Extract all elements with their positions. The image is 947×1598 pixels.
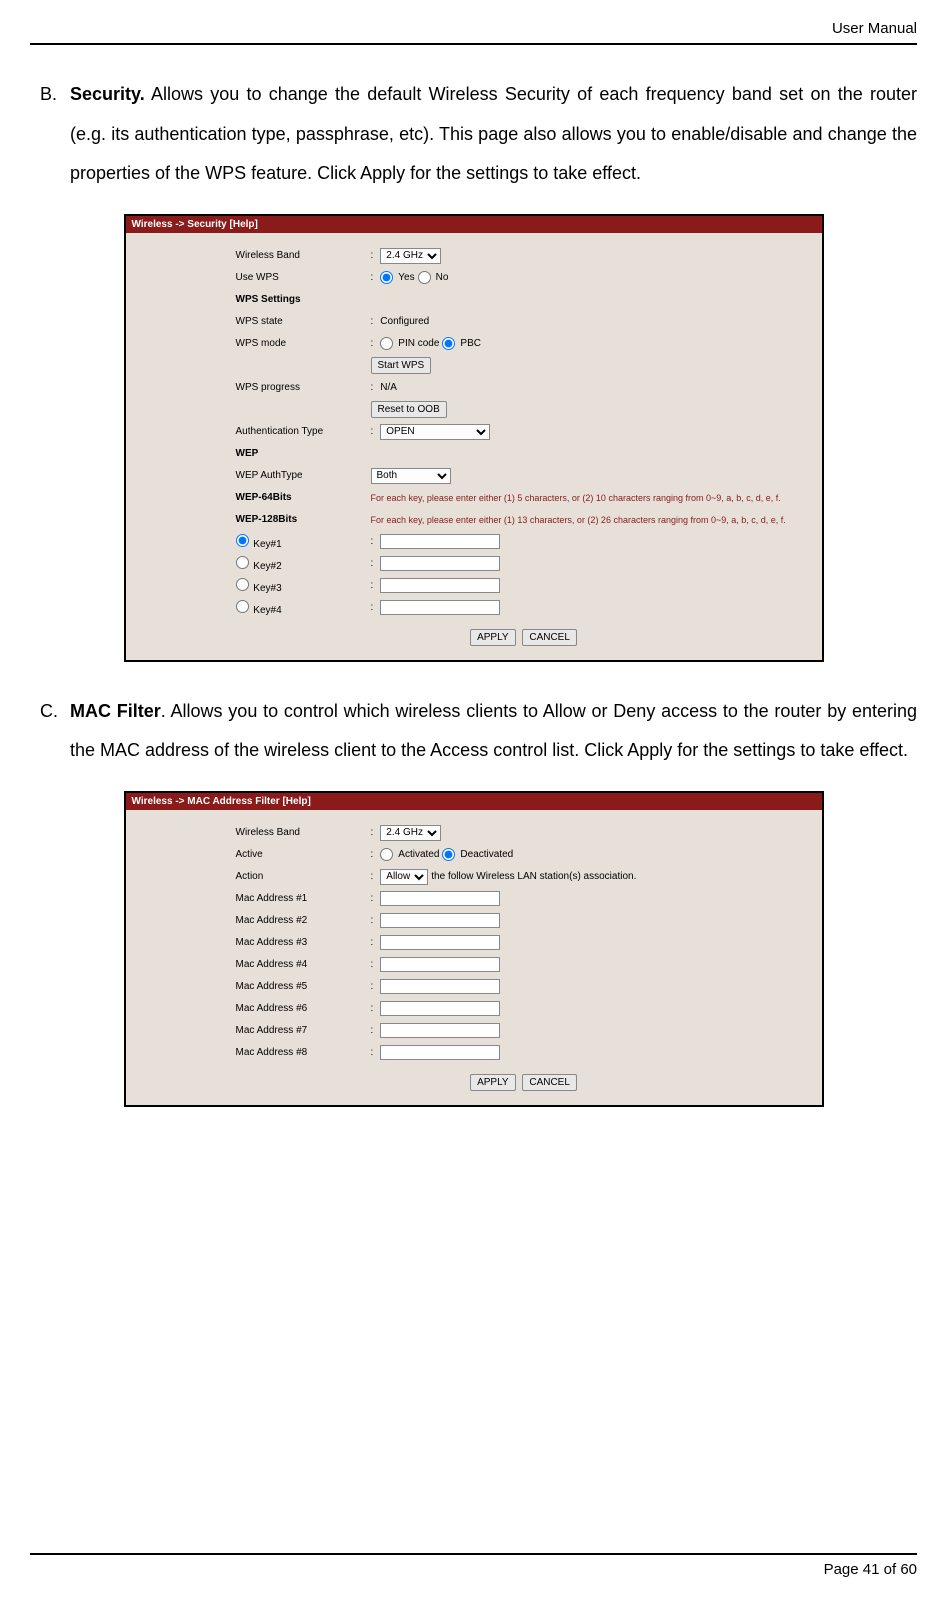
doc-title: User Manual <box>832 20 917 37</box>
key2-radio[interactable] <box>236 556 249 569</box>
section-c-body: MAC Filter. Allows you to control which … <box>70 692 917 771</box>
mf-apply-button[interactable]: APPLY <box>470 1074 516 1091</box>
wep-authtype-label: WEP AuthType <box>236 470 371 481</box>
mac3-label: Mac Address #3 <box>236 937 371 948</box>
security-panel-header: Wireless -> Security [Help] <box>126 216 822 233</box>
wep128-label: WEP-128Bits <box>236 514 371 525</box>
mac4-input[interactable] <box>380 957 500 972</box>
mac2-label: Mac Address #2 <box>236 915 371 926</box>
section-b-body: Security. Allows you to change the defau… <box>70 75 917 194</box>
key3-input[interactable] <box>380 578 500 593</box>
page-total: 60 <box>900 1561 917 1578</box>
use-wps-no-radio[interactable] <box>418 271 431 284</box>
mac6-label: Mac Address #6 <box>236 1003 371 1014</box>
wps-mode-pin-radio[interactable] <box>380 337 393 350</box>
macfilter-panel: Wireless -> MAC Address Filter [Help] Wi… <box>124 791 824 1107</box>
macfilter-breadcrumb: Wireless -> MAC Address Filter [Help] <box>132 796 311 807</box>
section-b: B. Security. Allows you to change the de… <box>30 75 917 194</box>
security-panel: Wireless -> Security [Help] Wireless Ban… <box>124 214 824 662</box>
mac5-label: Mac Address #5 <box>236 981 371 992</box>
section-c-text: . Allows you to control which wireless c… <box>70 701 917 761</box>
wep64-hint: For each key, please enter either (1) 5 … <box>371 493 781 503</box>
mf-activated-radio[interactable] <box>380 848 393 861</box>
page-current: 41 <box>863 1561 880 1578</box>
mf-deactivated-text: Deactivated <box>460 849 513 860</box>
key3-radio[interactable] <box>236 578 249 591</box>
key3-label: Key#3 <box>253 583 281 594</box>
wps-mode-pbc-text: PBC <box>460 338 481 349</box>
page-footer: Page 41 of 60 <box>30 1553 917 1578</box>
security-breadcrumb: Wireless -> Security [Help] <box>132 219 258 230</box>
mac1-label: Mac Address #1 <box>236 893 371 904</box>
wps-progress-value: N/A <box>380 382 397 393</box>
auth-type-label: Authentication Type <box>236 426 371 437</box>
wps-state-label: WPS state <box>236 316 371 327</box>
section-b-marker: B. <box>30 75 70 194</box>
auth-type-select[interactable]: OPEN <box>380 424 490 440</box>
mac3-input[interactable] <box>380 935 500 950</box>
use-wps-label: Use WPS <box>236 272 371 283</box>
mf-action-label: Action <box>236 871 371 882</box>
mf-active-label: Active <box>236 849 371 860</box>
mf-action-select[interactable]: Allow <box>380 869 428 885</box>
page: User Manual B. Security. Allows you to c… <box>0 0 947 1598</box>
wps-mode-pbc-radio[interactable] <box>442 337 455 350</box>
wps-settings-heading: WPS Settings <box>236 294 371 305</box>
key1-label: Key#1 <box>253 539 281 550</box>
mac8-label: Mac Address #8 <box>236 1047 371 1058</box>
section-b-title: Security. <box>70 84 145 104</box>
mac2-input[interactable] <box>380 913 500 928</box>
key4-label: Key#4 <box>253 605 281 616</box>
section-b-text: Allows you to change the default Wireles… <box>70 84 917 183</box>
security-cancel-button[interactable]: CANCEL <box>522 629 577 646</box>
section-c-title: MAC Filter <box>70 701 161 721</box>
mf-wireless-band-label: Wireless Band <box>236 827 371 838</box>
mac6-input[interactable] <box>380 1001 500 1016</box>
key1-input[interactable] <box>380 534 500 549</box>
mac7-input[interactable] <box>380 1023 500 1038</box>
key4-input[interactable] <box>380 600 500 615</box>
mf-wireless-band-select[interactable]: 2.4 GHz <box>380 825 441 841</box>
key4-radio[interactable] <box>236 600 249 613</box>
wep-heading: WEP <box>236 448 371 459</box>
wps-mode-pin-text: PIN code <box>398 338 439 349</box>
section-c: C. MAC Filter. Allows you to control whi… <box>30 692 917 771</box>
wep-authtype-select[interactable]: Both <box>371 468 451 484</box>
use-wps-yes-text: Yes <box>398 272 414 283</box>
wireless-band-label: Wireless Band <box>236 250 371 261</box>
wps-mode-label: WPS mode <box>236 338 371 349</box>
wep128-hint: For each key, please enter either (1) 13… <box>371 515 786 525</box>
key2-label: Key#2 <box>253 561 281 572</box>
wps-state-value: Configured <box>380 316 429 327</box>
macfilter-panel-body: Wireless Band : 2.4 GHz Active : Activat… <box>126 810 822 1105</box>
mac7-label: Mac Address #7 <box>236 1025 371 1036</box>
mac8-input[interactable] <box>380 1045 500 1060</box>
mf-action-suffix: the follow Wireless LAN station(s) assoc… <box>431 871 636 882</box>
wep64-label: WEP-64Bits <box>236 492 371 503</box>
mf-cancel-button[interactable]: CANCEL <box>522 1074 577 1091</box>
mac5-input[interactable] <box>380 979 500 994</box>
security-apply-button[interactable]: APPLY <box>470 629 516 646</box>
doc-header: User Manual <box>30 20 917 45</box>
macfilter-panel-header: Wireless -> MAC Address Filter [Help] <box>126 793 822 810</box>
security-panel-body: Wireless Band : 2.4 GHz Use WPS : Yes No… <box>126 233 822 660</box>
use-wps-yes-radio[interactable] <box>380 271 393 284</box>
wireless-band-select[interactable]: 2.4 GHz <box>380 248 441 264</box>
page-prefix: Page <box>824 1561 863 1578</box>
use-wps-no-text: No <box>436 272 449 283</box>
mac4-label: Mac Address #4 <box>236 959 371 970</box>
mf-deactivated-radio[interactable] <box>442 848 455 861</box>
reset-oob-button[interactable]: Reset to OOB <box>371 401 447 418</box>
mac1-input[interactable] <box>380 891 500 906</box>
mf-activated-text: Activated <box>398 849 439 860</box>
page-of: of <box>879 1561 900 1578</box>
section-c-marker: C. <box>30 692 70 771</box>
key1-radio[interactable] <box>236 534 249 547</box>
start-wps-button[interactable]: Start WPS <box>371 357 432 374</box>
key2-input[interactable] <box>380 556 500 571</box>
wps-progress-label: WPS progress <box>236 382 371 393</box>
